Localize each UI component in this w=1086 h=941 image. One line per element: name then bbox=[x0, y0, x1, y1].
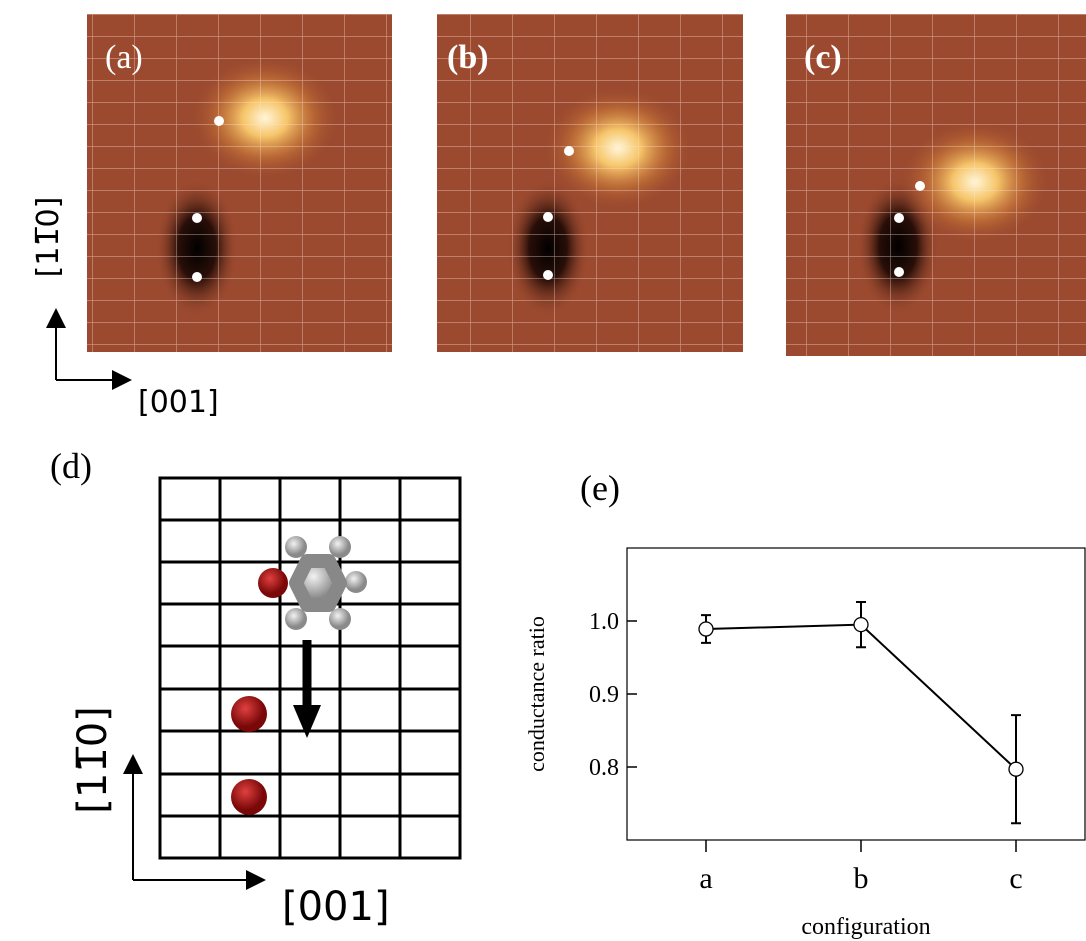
panel-label: (b) bbox=[447, 39, 489, 76]
direction-label: [001] bbox=[282, 884, 390, 930]
y-tick-label: 1.0 bbox=[589, 609, 619, 635]
data-point bbox=[699, 622, 713, 636]
x-tick-label: a bbox=[699, 862, 712, 895]
data-point bbox=[854, 618, 868, 632]
panel-label: (c) bbox=[804, 39, 842, 76]
panel-label: (a) bbox=[105, 39, 143, 76]
panel-label: (d) bbox=[50, 446, 92, 486]
direction-label: [11̅0] bbox=[70, 706, 116, 814]
x-axis-label: configuration bbox=[801, 914, 930, 940]
panel-label: (e) bbox=[580, 468, 620, 508]
figure: (a) (b) (c) [11̅0] [001] (d) [11̅0] [001… bbox=[0, 0, 1086, 941]
direction-label: [11̅0] bbox=[31, 197, 66, 278]
direction-label: [001] bbox=[138, 385, 219, 420]
x-tick-label: b bbox=[854, 862, 869, 895]
x-tick-label: c bbox=[1009, 862, 1022, 895]
y-tick-label: 0.8 bbox=[589, 755, 619, 781]
direction-arrows bbox=[133, 758, 262, 880]
data-point bbox=[1009, 762, 1023, 776]
y-tick-label: 0.9 bbox=[589, 682, 619, 708]
y-axis-label: conductance ratio bbox=[524, 616, 549, 772]
